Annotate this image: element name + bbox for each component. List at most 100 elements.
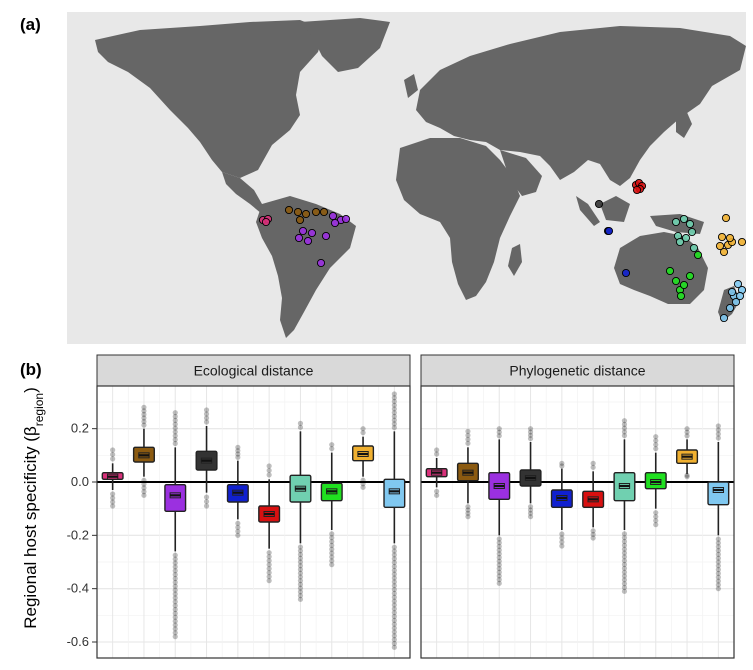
outlier-point: [715, 435, 721, 441]
outlier-point: [559, 539, 565, 545]
outlier-point: [621, 429, 628, 435]
outlier-point: [715, 555, 721, 561]
outlier-point: [391, 567, 397, 573]
outlier-point: [391, 548, 397, 554]
outlier-point: [621, 581, 628, 587]
outlier-point: [391, 637, 397, 643]
map-site-point: [735, 291, 745, 301]
outlier-point: [590, 535, 596, 541]
outlier-point: [172, 579, 178, 585]
outlier-point: [297, 585, 304, 591]
outlier-point: [653, 442, 659, 448]
facet-border: [96, 385, 411, 659]
outlier-point: [559, 543, 565, 549]
outlier-point: [715, 570, 721, 577]
map-site-point: [685, 219, 695, 229]
outlier-point: [465, 428, 471, 434]
outlier-point: [266, 570, 272, 576]
outlier-point: [266, 558, 272, 564]
outlier-point: [266, 562, 272, 568]
outlier-point: [235, 524, 241, 530]
outlier-point: [235, 451, 241, 457]
outlier-point: [684, 429, 690, 435]
outlier-point: [496, 536, 502, 542]
outlier-point: [172, 572, 178, 578]
outlier-point: [527, 432, 534, 438]
outlier-point: [172, 433, 178, 439]
outlier-point: [266, 472, 272, 478]
outlier-point: [496, 551, 502, 557]
y-tick-label: 0.2: [71, 421, 89, 436]
outlier-point: [496, 573, 502, 579]
outlier-point: [297, 589, 304, 595]
outlier-point: [141, 411, 147, 418]
map-site-point: [675, 237, 685, 247]
map-site-point: [330, 218, 340, 228]
map-site-point: [679, 214, 689, 224]
box-plot: [644, 434, 667, 528]
map-site-point: [284, 205, 294, 215]
map-site-point: [689, 243, 699, 253]
outlier-point: [621, 554, 628, 560]
outlier-point: [203, 415, 210, 421]
outlier-point: [172, 603, 178, 609]
outlier-point: [527, 514, 534, 520]
outlier-point: [434, 492, 440, 498]
outlier-point: [172, 440, 178, 447]
map-site-point: [731, 297, 741, 307]
map-site-point: [341, 214, 351, 224]
box-plot: [352, 426, 375, 490]
outlier-point: [141, 422, 147, 428]
outlier-point: [329, 535, 335, 541]
outlier-point: [391, 590, 397, 597]
outlier-point: [391, 625, 397, 631]
outlier-point: [434, 447, 440, 453]
outlier-point: [297, 548, 304, 554]
outlier-point: [559, 535, 565, 541]
outlier-point: [235, 444, 241, 450]
outlier-point: [391, 640, 397, 647]
outlier-point: [297, 551, 304, 558]
outlier-point: [172, 425, 178, 431]
facet-strip: [96, 354, 411, 387]
panel-label-a: (a): [20, 15, 41, 34]
outlier-point: [235, 520, 241, 526]
outlier-point: [391, 425, 397, 431]
map-site-point: [715, 241, 725, 251]
outlier-point: [496, 433, 502, 439]
box-plot: [707, 423, 730, 592]
outlier-point: [172, 610, 178, 616]
outlier-point: [110, 451, 116, 458]
outlier-point: [391, 579, 397, 585]
outlier-point: [496, 554, 502, 561]
outlier-point: [715, 578, 721, 584]
outlier-point: [329, 562, 335, 568]
outlier-point: [621, 588, 628, 594]
outlier-point: [715, 567, 721, 573]
outlier-point: [391, 633, 397, 639]
box-plot: [550, 460, 573, 549]
outlier-point: [110, 503, 116, 509]
outlier-point: [297, 593, 304, 599]
outlier-point: [496, 547, 502, 553]
outlier-point: [684, 433, 690, 439]
outlier-point: [715, 582, 721, 588]
outlier-point: [203, 503, 210, 509]
facet-panel: Phylogenetic distance: [420, 354, 735, 659]
outlier-point: [527, 426, 534, 432]
map-site-point: [301, 209, 311, 219]
box-plot: [519, 426, 542, 520]
outlier-point: [203, 419, 210, 425]
outlier-point: [621, 418, 628, 424]
outlier-point: [141, 485, 147, 491]
outlier-point: [110, 499, 116, 505]
outlier-point: [172, 591, 178, 597]
outlier-point: [172, 587, 178, 593]
map-site-point: [594, 199, 604, 209]
outlier-point: [266, 550, 272, 556]
outlier-point: [172, 413, 178, 420]
outlier-point: [203, 407, 210, 413]
outlier-point: [715, 544, 721, 550]
outlier-point: [172, 622, 178, 628]
box-plot: [101, 447, 124, 509]
